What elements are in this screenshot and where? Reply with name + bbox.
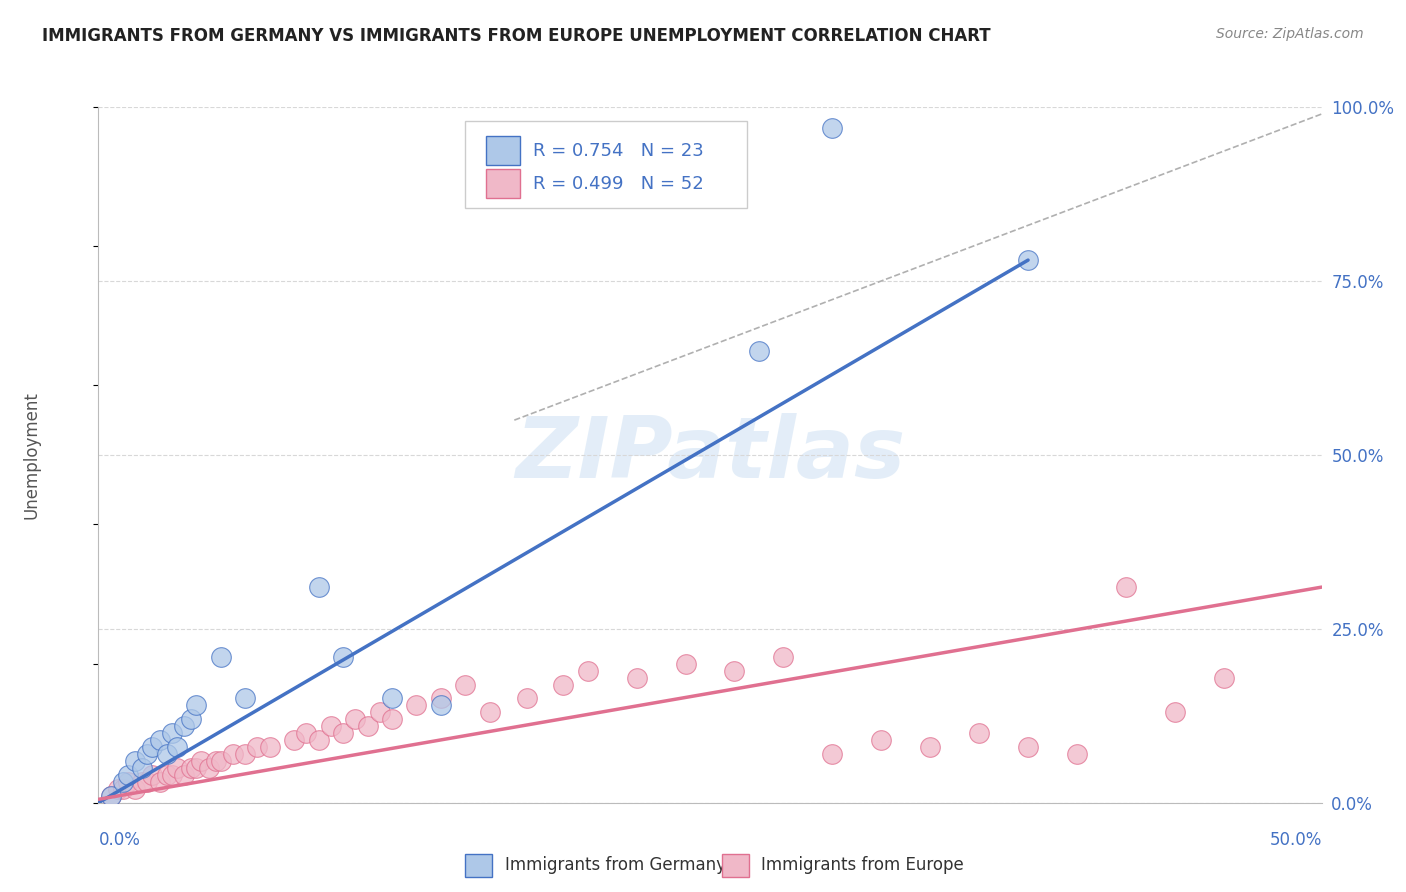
Point — [1115, 580, 1137, 594]
Point — [308, 733, 330, 747]
Point — [295, 726, 318, 740]
Point — [173, 719, 195, 733]
Point — [920, 740, 942, 755]
Point — [173, 768, 195, 782]
Point — [136, 775, 159, 789]
Point — [748, 343, 770, 358]
Point — [381, 712, 404, 726]
Point — [131, 761, 153, 775]
Point — [283, 733, 305, 747]
Point — [124, 781, 146, 796]
FancyBboxPatch shape — [465, 121, 747, 208]
Point — [430, 698, 453, 713]
Point — [478, 706, 501, 720]
Point — [332, 726, 354, 740]
Point — [515, 691, 537, 706]
FancyBboxPatch shape — [486, 169, 520, 198]
Point — [124, 754, 146, 768]
Point — [344, 712, 367, 726]
Point — [454, 677, 477, 691]
FancyBboxPatch shape — [723, 854, 749, 877]
Point — [117, 768, 139, 782]
Point — [117, 775, 139, 789]
Text: ZIPatlas: ZIPatlas — [515, 413, 905, 497]
Point — [100, 789, 122, 803]
Point — [576, 664, 599, 678]
FancyBboxPatch shape — [486, 136, 520, 166]
Point — [626, 671, 648, 685]
Point — [1017, 740, 1039, 755]
Point — [1212, 671, 1234, 685]
Point — [205, 754, 228, 768]
FancyBboxPatch shape — [465, 854, 492, 877]
Point — [381, 691, 404, 706]
Point — [149, 775, 172, 789]
Point — [821, 120, 844, 135]
Point — [405, 698, 427, 713]
Point — [111, 775, 134, 789]
Point — [222, 747, 245, 761]
Point — [166, 740, 188, 755]
Text: 50.0%: 50.0% — [1270, 830, 1322, 848]
Point — [136, 747, 159, 761]
Point — [821, 747, 844, 761]
Text: Unemployment: Unemployment — [22, 391, 41, 519]
Text: 0.0%: 0.0% — [98, 830, 141, 848]
Point — [156, 768, 179, 782]
Point — [107, 781, 129, 796]
Point — [156, 747, 179, 761]
Point — [180, 712, 202, 726]
Text: IMMIGRANTS FROM GERMANY VS IMMIGRANTS FROM EUROPE UNEMPLOYMENT CORRELATION CHART: IMMIGRANTS FROM GERMANY VS IMMIGRANTS FR… — [42, 27, 991, 45]
Point — [1017, 253, 1039, 268]
Point — [723, 664, 745, 678]
Point — [111, 781, 134, 796]
Text: R = 0.754   N = 23: R = 0.754 N = 23 — [533, 142, 703, 160]
Point — [197, 761, 219, 775]
Point — [675, 657, 697, 671]
Point — [186, 761, 208, 775]
Point — [870, 733, 893, 747]
Text: Source: ZipAtlas.com: Source: ZipAtlas.com — [1216, 27, 1364, 41]
Text: Immigrants from Europe: Immigrants from Europe — [762, 856, 965, 874]
Point — [430, 691, 453, 706]
Point — [308, 580, 330, 594]
Point — [209, 649, 232, 664]
Point — [141, 768, 163, 782]
Point — [186, 698, 208, 713]
Point — [100, 789, 122, 803]
Point — [1066, 747, 1088, 761]
Point — [332, 649, 354, 664]
Point — [772, 649, 794, 664]
Point — [356, 719, 378, 733]
Point — [160, 726, 183, 740]
Point — [1164, 706, 1187, 720]
Text: Immigrants from Germany: Immigrants from Germany — [505, 856, 725, 874]
Point — [131, 775, 153, 789]
Point — [180, 761, 202, 775]
Point — [259, 740, 281, 755]
Point — [160, 768, 183, 782]
Point — [233, 691, 256, 706]
Point — [141, 740, 163, 755]
Point — [166, 761, 188, 775]
Point — [190, 754, 212, 768]
Point — [233, 747, 256, 761]
Point — [209, 754, 232, 768]
Point — [319, 719, 342, 733]
Text: R = 0.499   N = 52: R = 0.499 N = 52 — [533, 175, 703, 193]
Point — [246, 740, 269, 755]
Point — [368, 706, 391, 720]
Point — [553, 677, 575, 691]
Point — [967, 726, 990, 740]
Point — [149, 733, 172, 747]
